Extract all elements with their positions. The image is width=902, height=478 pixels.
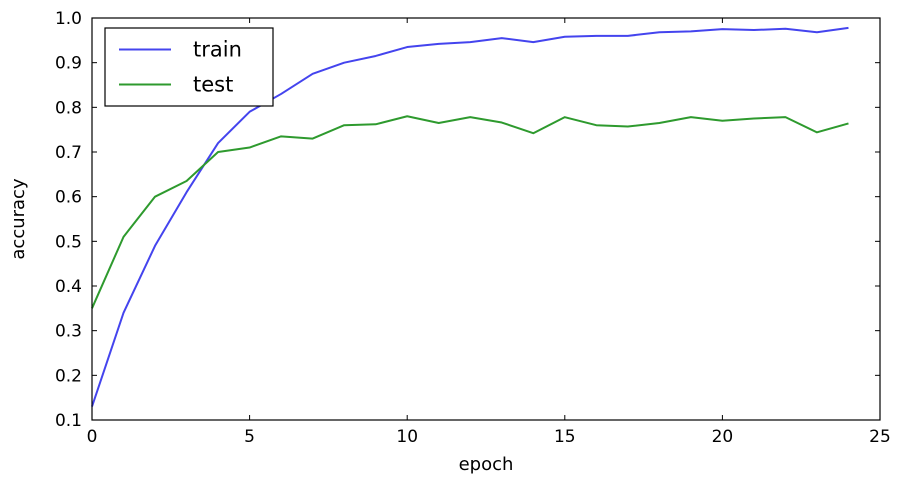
series-line-train [91,26,849,407]
x-tick-label: 15 [554,427,576,447]
legend: train test [104,27,274,107]
y-tick-label: 0.7 [55,143,82,163]
legend-label-test: test [193,73,233,97]
y-tick-label: 0.5 [55,232,82,252]
x-tick-label: 25 [869,427,891,447]
plot-area [91,26,849,407]
y-tick-label: 1.0 [55,9,82,29]
y-tick-label: 0.3 [55,322,82,342]
series-line-test [91,115,849,309]
legend-box [104,27,274,107]
y-axis-label: accuracy [8,178,29,260]
x-tick-label: 10 [396,427,418,447]
y-tick-label: 0.1 [55,411,82,431]
x-tick-label: 5 [244,427,255,447]
axis-ticks: 0 5 10 15 20 25 0.1 0.2 0.3 0.4 0.5 0.6 0.7 0.8 0.9 1.0 [55,9,891,447]
x-axis-label: epoch [459,454,514,475]
legend-label-train: train [193,38,242,62]
y-tick-label: 0.8 [55,98,82,118]
y-tick-label: 0.9 [55,54,82,74]
y-tick-label: 0.4 [55,277,82,297]
y-tick-label: 0.6 [55,188,82,208]
x-tick-label: 0 [87,427,98,447]
x-tick-label: 20 [712,427,734,447]
y-tick-label: 0.2 [55,366,82,386]
plot-frame [91,17,881,421]
